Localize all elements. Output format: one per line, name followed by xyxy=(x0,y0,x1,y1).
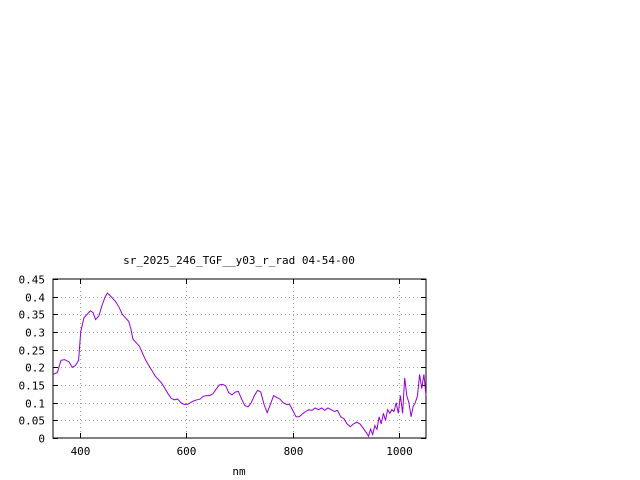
y-tick-label: 0.1 xyxy=(25,398,45,411)
series-line xyxy=(52,292,427,438)
x-tick-label: 400 xyxy=(71,445,91,458)
series-layer xyxy=(52,292,427,438)
y-tick-label: 0.4 xyxy=(25,292,45,305)
x-tick-label: 1000 xyxy=(386,445,413,458)
y-tick-label: 0.3 xyxy=(25,327,45,340)
ticks: 0 0.05 0.1 0.15 0.2 0.25 0.3 0.35 0.4 0.45 400 600 8… xyxy=(19,274,426,458)
y-tick-label: 0.2 xyxy=(25,362,45,375)
y-tick-label: 0.25 xyxy=(19,345,46,358)
y-tick-label: 0.35 xyxy=(19,309,46,322)
grid xyxy=(53,279,426,438)
y-tick-label: 0 xyxy=(38,433,45,446)
x-tick-label: 600 xyxy=(177,445,197,458)
chart-title: sr_2025_246_TGF__y03_r_rad 04-54-00 xyxy=(123,254,355,267)
x-tick-label: 800 xyxy=(284,445,304,458)
plot-frame xyxy=(52,278,427,439)
y-tick-label: 0.15 xyxy=(19,380,46,393)
y-tick-label: 0.45 xyxy=(19,274,46,287)
x-axis-label: nm xyxy=(232,465,246,478)
y-tick-label: 0.05 xyxy=(19,415,46,428)
